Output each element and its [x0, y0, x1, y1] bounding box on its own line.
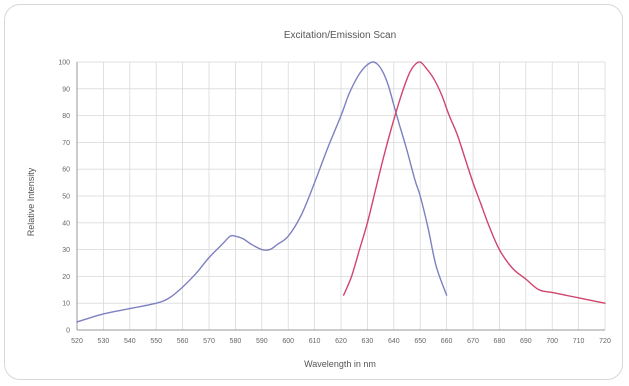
x-tick-label-650: 650: [414, 338, 426, 345]
grid: [76, 61, 606, 331]
x-tick-label-590: 590: [256, 338, 268, 345]
x-tick-label-630: 630: [362, 338, 374, 345]
axes: [76, 62, 605, 331]
x-tick-label-680: 680: [494, 338, 506, 345]
x-axis-label: Wavelength in nm: [304, 359, 376, 369]
x-tick-label-610: 610: [309, 338, 321, 345]
x-tick-label-710: 710: [573, 338, 585, 345]
x-tick-label-690: 690: [520, 338, 532, 345]
tick-labels: 520 530 540 550 560 570 580 590 600 610 620 630 640 6…: [58, 60, 611, 346]
series-lines: [76, 61, 606, 323]
y-tick-label-40: 40: [62, 220, 70, 227]
x-tick-label-600: 600: [282, 338, 294, 345]
y-tick-label-10: 10: [62, 301, 70, 308]
x-tick-label-700: 700: [546, 338, 558, 345]
x-tick-label-570: 570: [203, 338, 215, 345]
y-tick-label-100: 100: [58, 60, 70, 67]
x-tick-label-620: 620: [335, 338, 347, 345]
y-tick-label-60: 60: [62, 167, 70, 174]
series-line-2: [342, 61, 606, 304]
y-tick-label-70: 70: [62, 140, 70, 147]
y-tick-label-0: 0: [66, 328, 70, 335]
x-tick-label-520: 520: [71, 338, 83, 345]
x-tick-label-720: 720: [599, 338, 611, 345]
x-tick-label-530: 530: [98, 338, 110, 345]
y-tick-label-50: 50: [62, 194, 70, 201]
x-tick-label-640: 640: [388, 338, 400, 345]
x-tick-label-580: 580: [230, 338, 242, 345]
excitation-emission-chart: 520 530 540 550 560 570 580 590 600 610 620 630 640 6…: [26, 30, 611, 369]
x-tick-label-660: 660: [441, 338, 453, 345]
y-tick-label-80: 80: [62, 113, 70, 120]
x-tick-label-560: 560: [177, 338, 189, 345]
x-tick-label-540: 540: [124, 338, 136, 345]
chart-title: Excitation/Emission Scan: [284, 30, 396, 41]
y-tick-label-30: 30: [62, 247, 70, 254]
series-line-1: [76, 61, 448, 323]
y-axis-label: Relative Intensity: [26, 167, 36, 236]
y-tick-label-90: 90: [62, 86, 70, 93]
chart-frame: 520 530 540 550 560 570 580 590 600 610 620 630 640 6…: [4, 4, 623, 380]
y-tick-label-20: 20: [62, 274, 70, 281]
x-tick-label-550: 550: [150, 338, 162, 345]
x-tick-label-670: 670: [467, 338, 479, 345]
